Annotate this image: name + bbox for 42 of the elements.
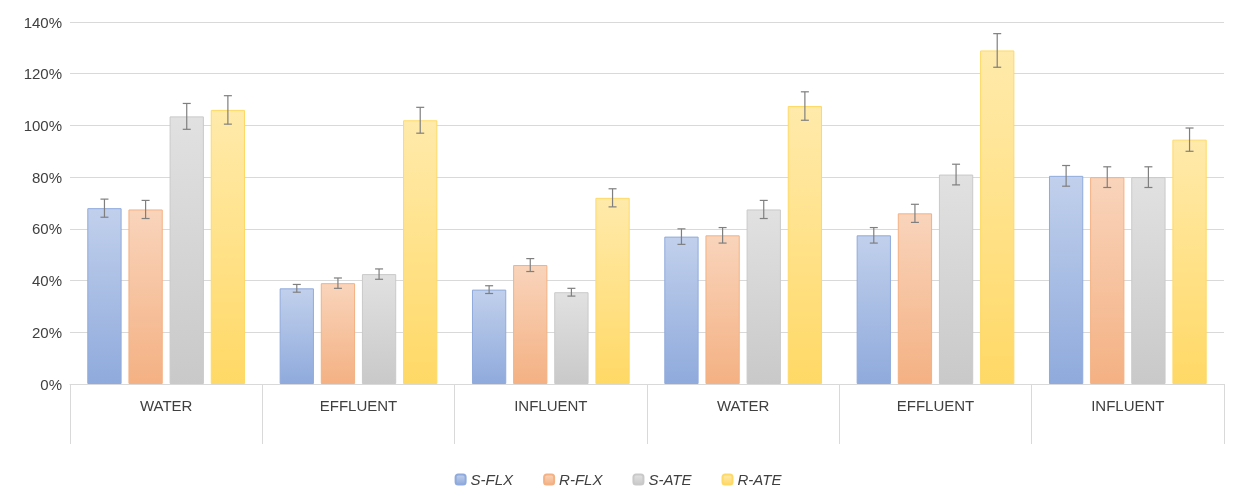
- bar: [169, 116, 204, 384]
- bar: [1172, 139, 1207, 384]
- x-tick-label: WATER: [139, 397, 193, 414]
- bar: [705, 235, 740, 384]
- y-tick-label: 20%: [31, 323, 62, 341]
- x-tick-label: INFLUENT: [514, 397, 588, 414]
- bar: [1131, 177, 1166, 384]
- bar: [856, 235, 891, 384]
- bar: [361, 274, 397, 384]
- y-tick-label: 60%: [31, 220, 62, 238]
- legend-label: R-ATE: [737, 471, 783, 488]
- bar: [403, 120, 438, 384]
- y-tick-label: 80%: [31, 168, 62, 186]
- bar: [787, 106, 823, 384]
- legend-label: S-ATE: [648, 471, 693, 488]
- bar: [320, 283, 356, 384]
- bar: [746, 209, 781, 384]
- bar: [897, 213, 933, 384]
- bar: [513, 265, 548, 384]
- bar: [87, 208, 122, 384]
- bar: [664, 236, 699, 384]
- y-tick-label: 120%: [23, 65, 62, 83]
- y-tick-label: 0%: [40, 375, 62, 393]
- bar: [1090, 177, 1125, 384]
- bar: [128, 209, 163, 384]
- bar: [595, 197, 630, 384]
- bar: [554, 292, 589, 384]
- bar: [980, 50, 1015, 384]
- bar: [471, 289, 507, 384]
- bar: [279, 288, 314, 384]
- bar: [1048, 175, 1084, 384]
- y-tick-label: 100%: [23, 116, 62, 134]
- bar: [938, 174, 974, 384]
- x-tick-label: EFFLUENT: [896, 397, 975, 414]
- x-tick-label: WATER: [716, 397, 770, 414]
- bar: [210, 109, 246, 384]
- legend-label: S-FLX: [470, 471, 515, 488]
- x-tick-label: INFLUENT: [1091, 397, 1165, 414]
- y-tick-label: 40%: [31, 272, 62, 290]
- legend-label: R-FLX: [559, 471, 604, 488]
- x-tick-label: EFFLUENT: [319, 397, 398, 414]
- y-tick-label: 140%: [23, 13, 62, 31]
